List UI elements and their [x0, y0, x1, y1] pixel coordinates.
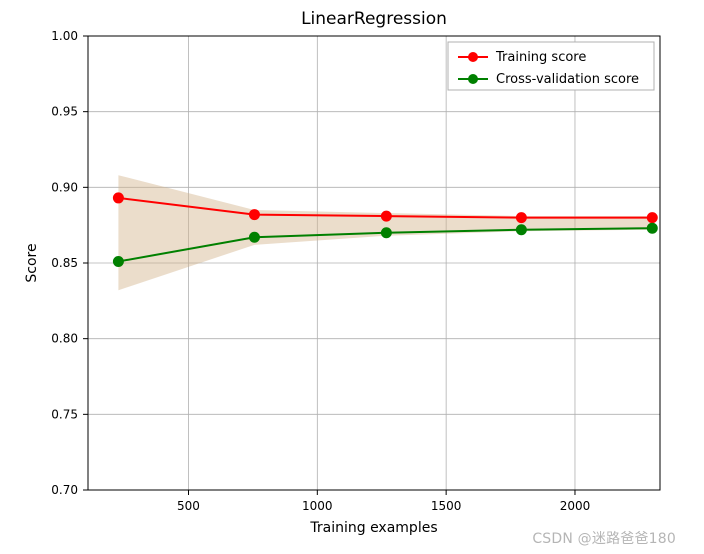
y-tick-label: 0.95 [51, 105, 78, 119]
series-marker [647, 223, 657, 233]
y-tick-label: 0.75 [51, 407, 78, 421]
x-tick-label: 1500 [431, 499, 462, 513]
series-marker [249, 210, 259, 220]
legend-marker [468, 74, 478, 84]
x-tick-label: 2000 [560, 499, 591, 513]
x-axis-label: Training examples [309, 520, 437, 536]
y-tick-label: 0.85 [51, 256, 78, 270]
learning-curve-chart: 500 1000 1500 2000 0.70 0.75 0.80 0.85 0.90 0.95 1… [0, 0, 704, 554]
x-tick-label: 1000 [302, 499, 333, 513]
chart-title: LinearRegression [301, 9, 447, 29]
y-axis-label: Score [24, 243, 40, 282]
series-marker [381, 211, 391, 221]
chart-container: 500 1000 1500 2000 0.70 0.75 0.80 0.85 0.90 0.95 1… [0, 0, 704, 554]
series-marker [516, 225, 526, 235]
legend-label: Cross-validation score [496, 72, 639, 87]
series-marker [647, 213, 657, 223]
legend-label: Training score [495, 50, 586, 65]
series-marker [381, 228, 391, 238]
series-marker [113, 193, 123, 203]
x-tick-label: 500 [177, 499, 200, 513]
legend-marker [468, 52, 478, 62]
y-tick-label: 1.00 [51, 29, 78, 43]
series-marker [113, 256, 123, 266]
y-tick-label: 0.80 [51, 332, 78, 346]
series-marker [249, 232, 259, 242]
y-tick-label: 0.90 [51, 180, 78, 194]
y-tick-label: 0.70 [51, 483, 78, 497]
series-marker [516, 213, 526, 223]
